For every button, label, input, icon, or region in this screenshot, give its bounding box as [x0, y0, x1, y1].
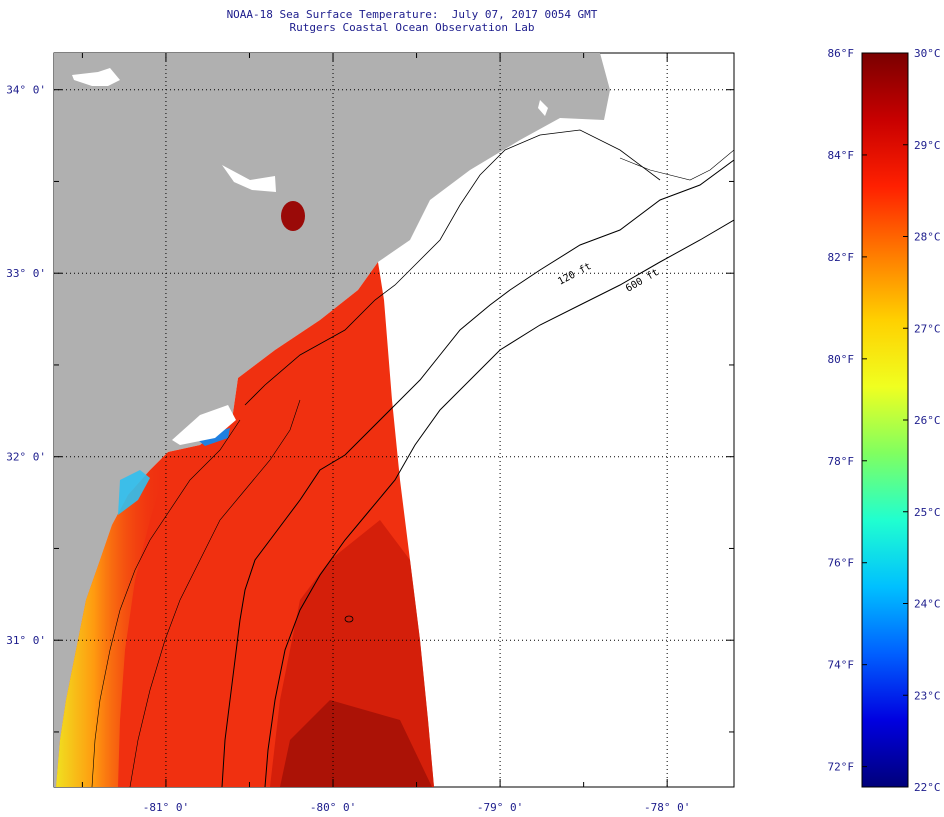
land — [54, 53, 610, 787]
colorbar-c-label: 26°C — [914, 414, 941, 427]
colorbar-ticks — [862, 52, 908, 788]
inland-water — [222, 165, 276, 192]
map-subtitle: Rutgers Coastal Ocean Observation Lab — [289, 21, 535, 34]
colorbar-f-label: 76°F — [828, 557, 855, 570]
colorbar-c-label: 30°C — [914, 47, 941, 60]
graticule — [54, 53, 734, 787]
colorbar-f-label: 78°F — [828, 455, 855, 468]
colorbar-f-label: 86°F — [828, 47, 855, 60]
inland-water — [72, 68, 120, 86]
colorbar-fahrenheit-labels: 86°F 84°F 82°F 80°F 78°F 76°F 74°F 72°F — [828, 47, 855, 774]
colorbar-f-label: 84°F — [828, 149, 855, 162]
lon-label: -81° 0' — [143, 801, 189, 814]
sst-hot-core — [280, 700, 432, 787]
colorbar-f-label: 80°F — [828, 353, 855, 366]
map-title: NOAA-18 Sea Surface Temperature: July 07… — [226, 8, 598, 21]
coast-inner-contour — [244, 129, 661, 406]
contour-120ft — [221, 159, 734, 787]
contour-600ft — [264, 219, 734, 787]
lat-label: 31° 0' — [6, 634, 46, 647]
coast-outer-contour — [129, 149, 734, 787]
colorbar-c-label: 22°C — [914, 781, 941, 794]
colorbar-f-label: 72°F — [828, 761, 855, 774]
lat-label: 34° 0' — [6, 84, 46, 97]
colorbar-c-label: 25°C — [914, 506, 941, 519]
colorbar-celsius-labels: 30°C 29°C 28°C 27°C 26°C 25°C 24°C 23°C 22°C — [914, 47, 941, 794]
lon-label: -80° 0' — [310, 801, 356, 814]
colorbar-c-label: 27°C — [914, 322, 941, 335]
inland-water — [538, 100, 548, 116]
inland-warm-lake — [281, 201, 305, 231]
lat-label: 32° 0' — [6, 451, 46, 464]
colorbar-c-label: 24°C — [914, 598, 941, 611]
latitude-labels: 34° 0' 33° 0' 32° 0' 31° 0' — [6, 84, 46, 648]
colorbar — [861, 52, 909, 788]
longitude-labels: -81° 0' -80° 0' -79° 0' -78° 0' — [143, 801, 691, 814]
lon-label: -79° 0' — [477, 801, 523, 814]
contour-nearshore — [91, 419, 241, 787]
colorbar-c-label: 23°C — [914, 689, 941, 702]
contour-seamount — [344, 615, 354, 623]
lon-label: -78° 0' — [644, 801, 690, 814]
colorbar-c-label: 28°C — [914, 231, 941, 244]
colorbar-c-label: 29°C — [914, 139, 941, 152]
inland-water — [172, 405, 236, 445]
axis-ticks — [54, 53, 734, 787]
sst-nearshore — [56, 470, 165, 787]
colorbar-f-label: 74°F — [828, 659, 855, 672]
sst-cool-patch — [118, 470, 150, 515]
lat-label: 33° 0' — [6, 267, 46, 280]
colorbar-f-label: 82°F — [828, 251, 855, 264]
